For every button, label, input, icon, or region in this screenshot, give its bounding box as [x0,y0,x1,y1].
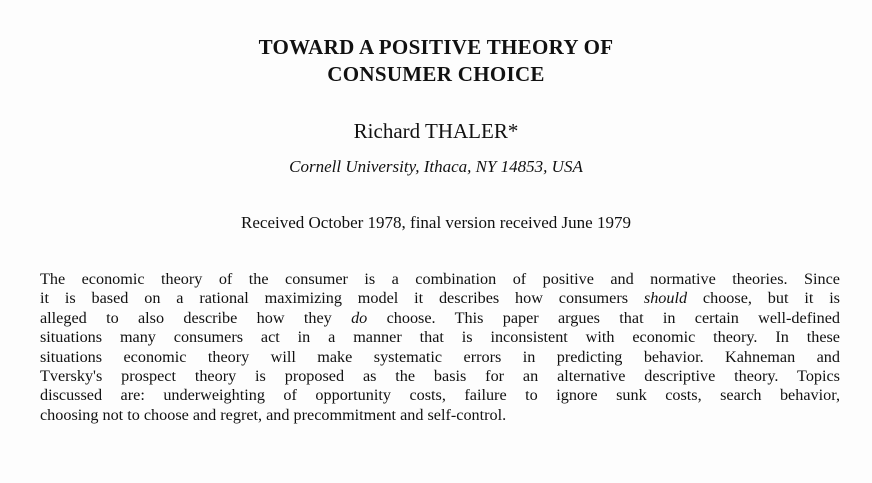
abstract-text: alleged to also describe how they [40,308,352,327]
abstract-line: choosing not to choose and regret, and p… [40,405,507,424]
abstract-emphasis-should: should [643,289,688,308]
paper-title-line-2: CONSUMER CHOICE [327,62,545,86]
author-affiliation: Cornell University, Ithaca, NY 14853, US… [289,157,583,176]
abstract-line: discussed are: underweighting of opportu… [40,386,840,405]
author-name: Richard THALER* [353,119,519,143]
paper-title-line-1: TOWARD A POSITIVE THEORY OF [258,35,614,59]
abstract-line: Tversky's prospect theory is proposed as… [40,367,840,386]
abstract-text: choose. This paper argues that in certai… [367,308,840,327]
abstract-line: The economic theory of the consumer is a… [40,270,840,288]
paper-title: TOWARD A POSITIVE THEORY OF CONSUMER CHO… [0,34,872,88]
abstract-text: choose, but it is [687,289,840,308]
abstract-text: it is based on a rational maximizing mod… [40,289,644,308]
abstract-line: it is based on a rational maximizing mod… [40,289,840,308]
received-dates: Received October 1978, final version rec… [241,213,631,232]
abstract-line: situations economic theory will make sys… [40,347,840,366]
abstract-line: alleged to also describe how they do cho… [40,309,840,328]
abstract-line: situations many consumers act in a manne… [40,328,840,347]
abstract: The economic theory of the consumer is a… [40,270,840,425]
abstract-emphasis-do: do [351,308,368,327]
